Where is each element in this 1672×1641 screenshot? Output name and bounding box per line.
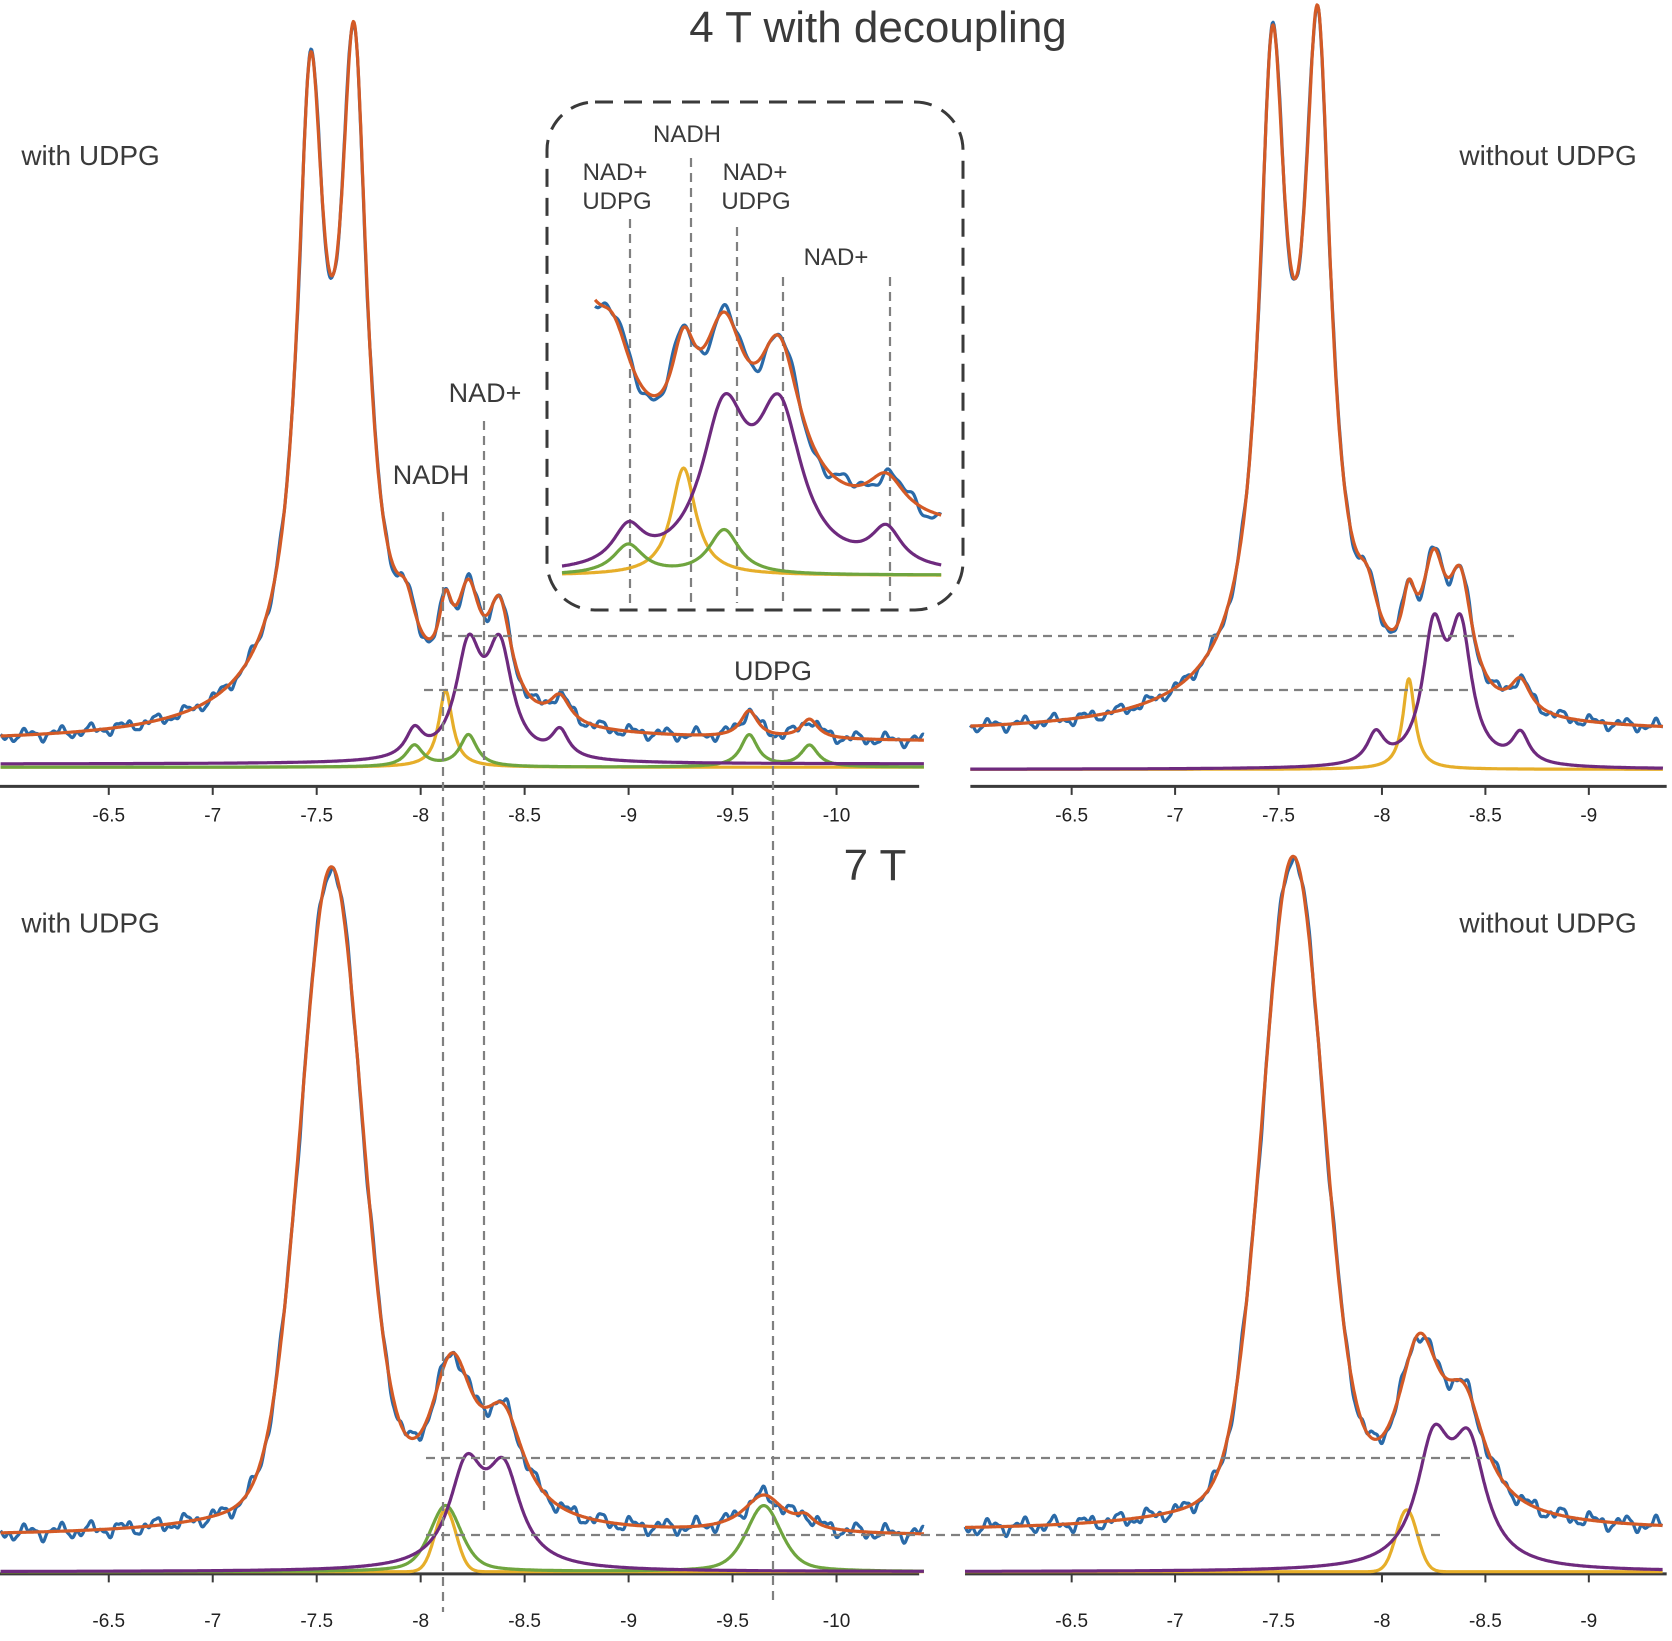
x-tick-label: -7: [204, 1611, 221, 1632]
inset-curve-fit: [593, 298, 942, 517]
x-tick-label: -8.5: [1469, 1611, 1502, 1632]
x-tick-label: -8: [412, 1611, 429, 1632]
curve-fit: [964, 854, 1664, 1530]
curve-fit: [0, 19, 925, 742]
x-tick-label: -8: [412, 806, 429, 827]
inset-label-nadh: NADH: [653, 121, 721, 148]
x-tick-label: -8.5: [508, 1611, 541, 1632]
x-tick-label: -7.5: [1262, 806, 1295, 827]
x-tick-label: -8.5: [1469, 806, 1502, 827]
x-tick-label: -6.5: [92, 806, 125, 827]
label-nadh: NADH: [393, 460, 470, 490]
curve-measured: [963, 855, 1664, 1539]
inset-label-nadp-3: NAD+: [804, 244, 869, 271]
x-tick-label: -8: [1374, 1611, 1391, 1632]
curve-udpg: [0, 732, 925, 769]
curve-fit: [969, 3, 1664, 729]
curve-measured: [0, 866, 925, 1545]
x-tick-label: -7: [1167, 1611, 1184, 1632]
title-4t: 4 T with decoupling: [689, 3, 1067, 52]
x-tick-label: -6.5: [92, 1611, 125, 1632]
title-7t: 7 T: [844, 841, 907, 890]
panel-2-without-udpg: without UDPG -6.5 -7 -7.5 -8 -8.5 -9: [969, 3, 1667, 827]
panel-label: without UDPG: [1458, 907, 1636, 938]
x-tick-label: -6.5: [1055, 806, 1088, 827]
panel-4-without-udpg: without UDPG -6.5 -7 -7.5 -8 -8.5 -9: [963, 854, 1667, 1632]
x-tick-label: -6.5: [1055, 1611, 1088, 1632]
panel-label: with UDPG: [20, 907, 159, 938]
panel-1-with-udpg: with UDPG -6.5 -7 -7.5 -8 -8.5 -9 -9.5 -10: [0, 19, 925, 827]
inset-frame: [545, 100, 965, 612]
label-nadp: NAD+: [449, 378, 522, 408]
inset-label-nadp-2: NAD+: [723, 159, 788, 186]
inset-label-nadp-1: NAD+: [583, 159, 648, 186]
x-tick-label: -10: [823, 1611, 850, 1632]
inset-label-udpg-1: UDPG: [582, 188, 651, 215]
x-tick-label: -9: [1580, 806, 1597, 827]
curve-udpg: [0, 1503, 925, 1574]
x-tick-label: -10: [823, 806, 850, 827]
panel-label: without UDPG: [1458, 140, 1636, 171]
x-tick-label: -9: [1580, 1611, 1597, 1632]
x-tick-label: -9: [620, 806, 637, 827]
x-tick-label: -7.5: [300, 1611, 333, 1632]
inset-curves: [561, 298, 943, 577]
x-tick-label: -9.5: [716, 806, 749, 827]
x-tick-label: -7.5: [300, 806, 333, 827]
inset-curve-measured: [594, 301, 943, 520]
curve-nadp: [969, 612, 1664, 771]
label-udpg: UDPG: [734, 656, 812, 686]
x-tick-label: -7.5: [1262, 1611, 1295, 1632]
x-tick-label: -9.5: [716, 1611, 749, 1632]
inset-curve-nadp: [561, 392, 942, 568]
x-tick-label: -8: [1374, 806, 1391, 827]
x-tick-label: -7: [1167, 806, 1184, 827]
inset-zoom: NADH NAD+ UDPG NAD+ UDPG NAD+: [545, 100, 965, 612]
panel-3-with-udpg: with UDPG -6.5 -7 -7.5 -8 -8.5 -9 -9.5 -10: [0, 865, 925, 1632]
x-tick-label: -7: [204, 806, 221, 827]
x-tick-label: -9: [620, 1611, 637, 1632]
curve-measured: [969, 4, 1664, 734]
inset-curve-udpg: [561, 527, 942, 577]
panels: with UDPG -6.5 -7 -7.5 -8 -8.5 -9 -9.5 -10 withou…: [0, 3, 1667, 1632]
curve-fit: [0, 865, 925, 1536]
reference-lines: [424, 421, 1514, 1612]
curve-nadp: [964, 1422, 1664, 1573]
x-tick-label: -8.5: [508, 806, 541, 827]
panel-label: with UDPG: [20, 140, 159, 171]
inset-label-udpg-2: UDPG: [721, 188, 790, 215]
curve-nadp: [0, 632, 925, 766]
curve-nadp: [0, 1451, 925, 1573]
